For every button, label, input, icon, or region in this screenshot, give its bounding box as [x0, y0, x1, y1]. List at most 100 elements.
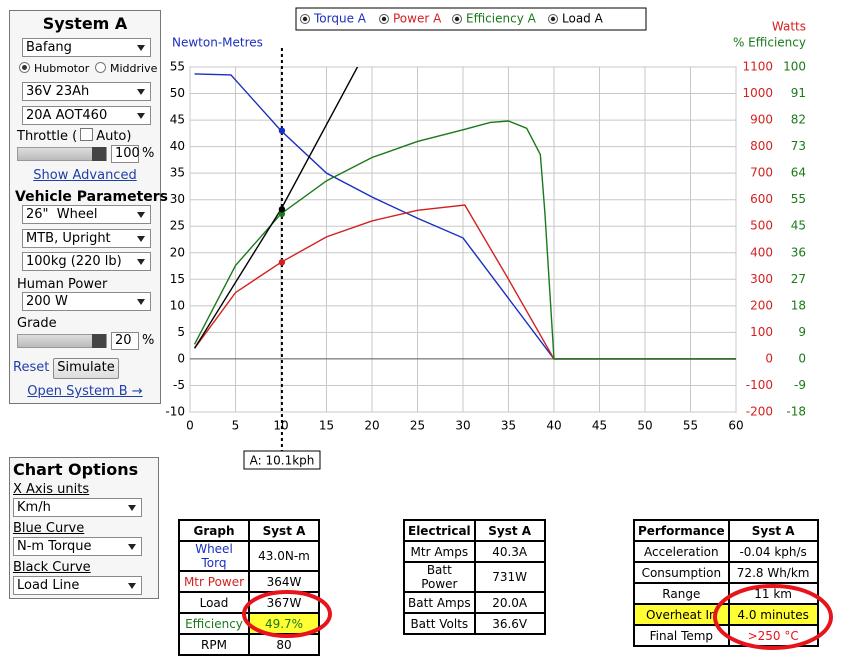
x-tick-label: 50 — [637, 419, 652, 433]
battery-select[interactable]: 36V 23Ah Downtu — [22, 82, 151, 101]
table-row: Efficiency 49.7% — [178, 612, 320, 635]
table-cell: 11 km — [727, 582, 819, 605]
radio-label: Hubmotor — [34, 62, 90, 75]
y3-tick-label: 18 — [791, 298, 806, 312]
open-system-b-link[interactable]: Open System B → — [27, 384, 143, 399]
table-cell: >250 °C — [727, 624, 819, 647]
graph-table: Graph Syst A Wheel Torq 43.0N-m Mtr Power 364… — [178, 519, 320, 656]
table-cell: 40.3A — [473, 540, 546, 563]
cursor-marker — [278, 259, 286, 266]
y3-tick-label: 36 — [791, 245, 806, 259]
panel-title: System A — [42, 14, 128, 33]
y2-tick-label: 700 — [750, 166, 773, 180]
y2-tick-label: 600 — [750, 192, 773, 206]
x-units-select[interactable]: Km/h — [13, 498, 142, 517]
table-cell: 49.7% — [248, 612, 320, 635]
table-cell: 731W — [473, 561, 546, 593]
y-tick-label: -5 — [173, 378, 185, 392]
human-power-select[interactable]: 200 W — [22, 292, 151, 311]
throttle-slider[interactable] — [17, 147, 107, 161]
chart: 0 5 10 15 20 25 30 35 40 45 50 55 60 -10 -5 0 5 10 15 20 25 3… — [165, 7, 806, 470]
table-row: Consumption 72.8 Wh/km — [633, 561, 819, 584]
legend-icon-dot — [454, 16, 460, 22]
series-line — [193, 204, 736, 360]
table-row: Graph Syst A — [178, 519, 320, 542]
table-cell: Batt Volts — [403, 612, 476, 635]
select-value: MTB, Upright — [26, 231, 111, 246]
y3-tick-label: 45 — [791, 219, 806, 233]
y3-tick-label: 27 — [791, 272, 806, 286]
legend-label: Torque A — [313, 12, 367, 26]
y-tick-label: 25 — [170, 219, 185, 233]
x-tick-label: 20 — [364, 419, 379, 433]
select-value: Bafang G310_Std — [26, 40, 72, 55]
y2-tick-label: 800 — [750, 139, 773, 153]
table-cell: 72.8 Wh/km — [727, 561, 819, 584]
black-curve-select[interactable]: Load Line — [13, 576, 142, 595]
label: Black Curve — [13, 560, 91, 575]
table-cell: Mtr Power — [178, 570, 250, 593]
y3-tick-label: 9 — [798, 325, 806, 339]
legend-label: Efficiency A — [466, 12, 537, 26]
legend-icon-dot — [550, 16, 556, 22]
legend-label: Load A — [562, 12, 604, 26]
x-tick-label: 35 — [501, 419, 516, 433]
table-cell: -0.04 kph/s — [727, 540, 819, 563]
table-cell: Overheat In — [633, 603, 730, 626]
reset-link[interactable]: Reset — [13, 360, 50, 375]
table-row: Range 11 km — [633, 582, 819, 605]
label: X Axis units — [13, 482, 90, 497]
table-row: Load 367W — [178, 591, 320, 614]
table-row: Mtr Amps 40.3A — [403, 540, 546, 563]
radio[interactable]: Hubmotor — [19, 62, 89, 75]
table-row: Performance Syst A — [633, 519, 819, 542]
y2-axis-title: Watts — [772, 20, 806, 34]
table-cell: Acceleration — [633, 540, 730, 563]
table-cell: Batt Power — [403, 561, 476, 593]
x-tick-label: 30 — [455, 419, 470, 433]
table-row: Batt Volts 36.6V — [403, 612, 546, 635]
y3-tick-label: -18 — [786, 405, 806, 419]
grade-slider[interactable] — [17, 334, 107, 348]
y-tick-label: 20 — [170, 245, 185, 259]
checkbox[interactable] — [80, 128, 94, 141]
show-advanced-link[interactable]: Show Advanced — [33, 168, 137, 183]
simulate-button[interactable]: Simulate — [53, 358, 119, 379]
select-value: 100kg (220 lb) tot. — [26, 254, 122, 269]
table-row: Acceleration -0.04 kph/s — [633, 540, 819, 563]
throttle-row: Throttle (Auto) — [17, 128, 131, 144]
cursor-label-box — [243, 450, 321, 470]
y2-tick-label: 900 — [750, 113, 773, 127]
cursor-label: A: 10.1kph — [250, 454, 315, 468]
grade-input[interactable]: 20 — [111, 332, 139, 350]
table-cell: Efficiency — [178, 612, 250, 635]
table-cell: Electrical — [403, 519, 476, 542]
wheel-select[interactable]: 26" Wheel — [22, 205, 151, 224]
table-row: Final Temp >250 °C — [633, 624, 819, 647]
table-cell: Final Temp — [633, 624, 730, 647]
table-cell: Syst A — [473, 519, 546, 542]
throttle-input[interactable]: 100 — [111, 145, 140, 163]
performance-table: Performance Syst A Acceleration -0.04 kph/s… — [633, 519, 819, 647]
legend-icon-dot — [381, 16, 387, 22]
y2-tick-label: 0 — [765, 351, 773, 365]
table-cell: Load — [178, 591, 250, 614]
x-tick-label: 40 — [546, 419, 561, 433]
unit: % — [142, 146, 155, 161]
radio[interactable]: Middrive — [95, 62, 157, 75]
table-cell: 43.0N-m — [248, 540, 320, 572]
table-cell: Consumption — [633, 561, 730, 584]
series-line — [193, 120, 736, 360]
label: Auto) — [96, 129, 132, 144]
y-tick-label: 45 — [170, 113, 185, 127]
motor-select[interactable]: Bafang G310_Std — [22, 38, 151, 57]
blue-curve-select[interactable]: N-m Torque — [13, 537, 142, 556]
select-value: 200 W — [26, 294, 68, 309]
unit: % — [142, 333, 155, 348]
controller-select[interactable]: 20A AOT460 Cont — [22, 106, 151, 125]
y3-tick-label: 82 — [791, 113, 806, 127]
position-select[interactable]: MTB, Upright — [22, 229, 151, 248]
select-value: 20A AOT460 Cont — [26, 108, 108, 123]
weight-select[interactable]: 100kg (220 lb) tot. — [22, 252, 151, 271]
y-tick-label: 0 — [177, 351, 185, 365]
